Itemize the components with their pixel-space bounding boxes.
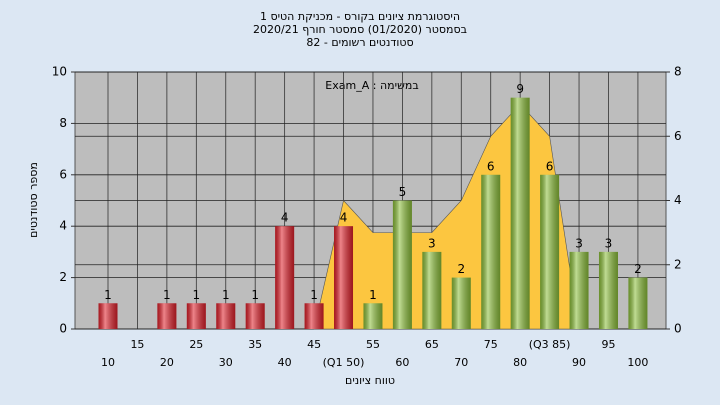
x-tick-label: 15 [130, 338, 144, 351]
bar-shine [98, 303, 118, 329]
x-tick-label: 25 [189, 338, 203, 351]
x-tick-label: 75 [484, 338, 498, 351]
title-line: בסמסטר (01/2020) סמסטר חורף 2020/21 [253, 23, 467, 36]
x-tick-label: 10 [101, 356, 115, 369]
title-line: סטודנטים רשומים - 82 [306, 36, 413, 49]
y-tick-label: 6 [59, 167, 67, 181]
bar-label: 4 [340, 211, 348, 225]
y-tick-label: 4 [59, 219, 67, 233]
bar-label: 1 [369, 288, 377, 302]
bar-label: 9 [516, 82, 524, 96]
x-tick-label: 95 [601, 338, 615, 351]
bar-shine [422, 251, 442, 329]
bar-shine [540, 174, 560, 329]
y2-tick-label: 4 [674, 193, 682, 207]
y2-tick-label: 8 [674, 65, 682, 79]
y2-tick-label: 2 [674, 257, 682, 271]
x-tick-label: (Q3 85) [529, 338, 571, 351]
bar-shine [275, 226, 295, 329]
x-tick-label: 55 [366, 338, 380, 351]
bar-shine [216, 303, 236, 329]
title-line: היסטוגרמת ציונים בקורס - מכניקת הטיס 1 [260, 10, 460, 23]
bar-shine [245, 303, 265, 329]
bar-label: 1 [163, 288, 171, 302]
y2-tick-label: 6 [674, 129, 682, 143]
y-tick-label: 8 [59, 116, 67, 130]
x-tick-label: 35 [248, 338, 262, 351]
bar-label: 3 [605, 236, 613, 250]
bar-shine [481, 174, 501, 329]
bar-shine [157, 303, 177, 329]
bar-shine [363, 303, 383, 329]
annotation: במשימה : Exam_A [325, 79, 418, 92]
bar-shine [598, 251, 618, 329]
bar-shine [451, 277, 471, 329]
x-tick-label: 65 [425, 338, 439, 351]
y-tick-label: 0 [59, 322, 67, 336]
x-tick-label: 70 [454, 356, 468, 369]
x-tick-label: 40 [278, 356, 292, 369]
x-axis-label: טווח ציונים [345, 374, 395, 387]
bar-label: 6 [487, 159, 495, 173]
bar-label: 6 [546, 159, 554, 173]
bar-shine [392, 200, 412, 329]
x-tick-label: 60 [395, 356, 409, 369]
bar-shine [304, 303, 324, 329]
bar-label: 3 [428, 236, 436, 250]
x-tick-label: 45 [307, 338, 321, 351]
bar-label: 1 [192, 288, 200, 302]
x-tick-label: 90 [572, 356, 586, 369]
bar-label: 1 [104, 288, 112, 302]
bar-label: 5 [399, 185, 407, 199]
bar-label: 4 [281, 211, 289, 225]
x-tick-label: (Q1 50) [323, 356, 365, 369]
x-tick-label: 100 [627, 356, 648, 369]
bar-label: 2 [634, 262, 642, 276]
bar-shine [569, 251, 589, 329]
bar-label: 1 [251, 288, 259, 302]
y-axis-label: מספר סטודנטים [27, 162, 40, 238]
x-tick-label: 80 [513, 356, 527, 369]
bar-label: 3 [575, 236, 583, 250]
bar-shine [186, 303, 206, 329]
bar-label: 1 [222, 288, 230, 302]
bar-shine [510, 97, 530, 329]
bar-shine [628, 277, 648, 329]
y2-tick-label: 0 [674, 322, 682, 336]
y-tick-label: 2 [59, 270, 67, 284]
x-tick-label: 30 [219, 356, 233, 369]
bar-label: 2 [457, 262, 465, 276]
bar-label: 1 [310, 288, 318, 302]
bar-shine [334, 226, 354, 329]
y-tick-label: 10 [52, 65, 67, 79]
x-tick-label: 20 [160, 356, 174, 369]
